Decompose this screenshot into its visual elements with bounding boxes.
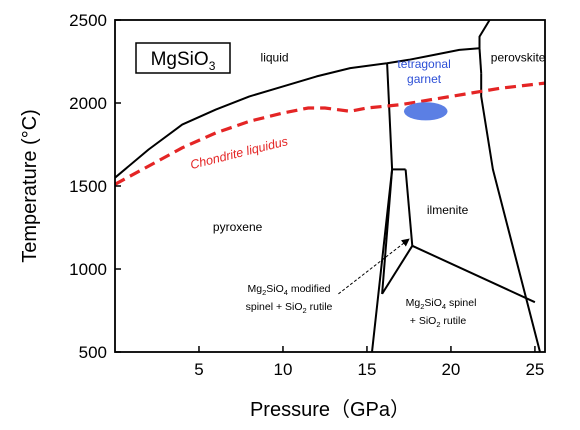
modified-spinel-label-line2: spinel + SiO2 rutile bbox=[246, 301, 333, 315]
y-tick-labels: 500 1000 1500 2000 2500 bbox=[69, 11, 107, 362]
x-tick-labels: 5 10 15 20 25 bbox=[194, 360, 544, 379]
region-label-pyroxene: pyroxene bbox=[213, 220, 263, 234]
tetragonal-garnet-line1: tetragonal bbox=[397, 57, 450, 71]
sp-sio: SiO bbox=[424, 297, 442, 309]
tetragonal-garnet-line2: garnet bbox=[407, 72, 442, 86]
sp-spinel: spinel bbox=[446, 297, 476, 309]
y-axis-title: Temperature (°C) bbox=[19, 109, 41, 263]
chondrite-liquidus-label: Chondrite liquidus bbox=[189, 134, 289, 172]
phase-boundary-0 bbox=[114, 47, 480, 179]
chondrite-liquidus-line bbox=[114, 81, 546, 186]
region-labels: liquid perovskite ilmenite pyroxene bbox=[213, 51, 546, 234]
phase-boundaries bbox=[114, 19, 541, 353]
sp-sub2: 4 bbox=[442, 302, 446, 311]
region-label-ilmenite: ilmenite bbox=[427, 203, 469, 217]
compound-subscript: 3 bbox=[209, 59, 216, 73]
ms-sub1: 2 bbox=[262, 288, 266, 297]
sp-sub1: 2 bbox=[420, 302, 424, 311]
x-tick-label-25: 25 bbox=[525, 360, 544, 379]
phase-boundary-6 bbox=[411, 244, 536, 304]
modified-spinel-label-line1: Mg2SiO4 modified bbox=[247, 283, 330, 297]
y-tick-label-1000: 1000 bbox=[69, 260, 107, 279]
region-label-perovskite: perovskite bbox=[491, 51, 546, 65]
compound-box-frame bbox=[135, 42, 231, 74]
sp-mg: Mg bbox=[406, 297, 421, 309]
ms-line2-suffix: rutile bbox=[307, 301, 333, 313]
compound-base: MgSiO bbox=[151, 49, 209, 70]
y-tick-label-1500: 1500 bbox=[69, 177, 107, 196]
phase-boundary-7 bbox=[478, 48, 483, 74]
ms-mg: Mg bbox=[247, 283, 262, 295]
ms-sub2: 4 bbox=[284, 288, 288, 297]
x-tick-label-5: 5 bbox=[194, 360, 203, 379]
x-tick-label-10: 10 bbox=[274, 360, 293, 379]
ms-modified: modified bbox=[288, 283, 331, 295]
spinel-label-line2: + SiO2 rutile bbox=[410, 315, 467, 329]
compound-box: MgSiO3 bbox=[135, 42, 231, 74]
axis-ticks bbox=[115, 19, 536, 353]
region-label-liquid: liquid bbox=[261, 51, 289, 65]
sp-line2-prefix: + SiO bbox=[410, 315, 437, 327]
phase-boundary-8 bbox=[478, 19, 491, 49]
ms-line2-sub: 2 bbox=[303, 306, 307, 315]
tetragonal-garnet-label: tetragonal garnet bbox=[397, 57, 450, 86]
ms-sio: SiO bbox=[266, 283, 284, 295]
compound-label: MgSiO3 bbox=[151, 49, 216, 73]
garnet-blob bbox=[403, 102, 448, 121]
phase-boundary-4 bbox=[381, 169, 394, 294]
sp-line2-suffix: rutile bbox=[441, 315, 467, 327]
x-axis-title: Pressure（GPa） bbox=[250, 398, 410, 421]
x-tick-label-15: 15 bbox=[357, 360, 376, 379]
y-tick-label-2500: 2500 bbox=[69, 11, 107, 30]
y-tick-label-500: 500 bbox=[79, 343, 107, 362]
phase-boundary-9 bbox=[480, 73, 541, 353]
phase-boundary-3 bbox=[404, 169, 414, 246]
y-tick-label-2000: 2000 bbox=[69, 94, 107, 113]
garnet-region bbox=[403, 102, 448, 121]
phase-boundary-5 bbox=[381, 245, 414, 295]
chondrite-liquidus bbox=[114, 81, 546, 186]
x-tick-label-20: 20 bbox=[441, 360, 460, 379]
sp-line2-sub: 2 bbox=[436, 320, 440, 329]
spinel-label-line1: Mg2SiO4 spinel bbox=[406, 297, 477, 311]
ms-line2-prefix: spinel + SiO bbox=[246, 301, 303, 313]
